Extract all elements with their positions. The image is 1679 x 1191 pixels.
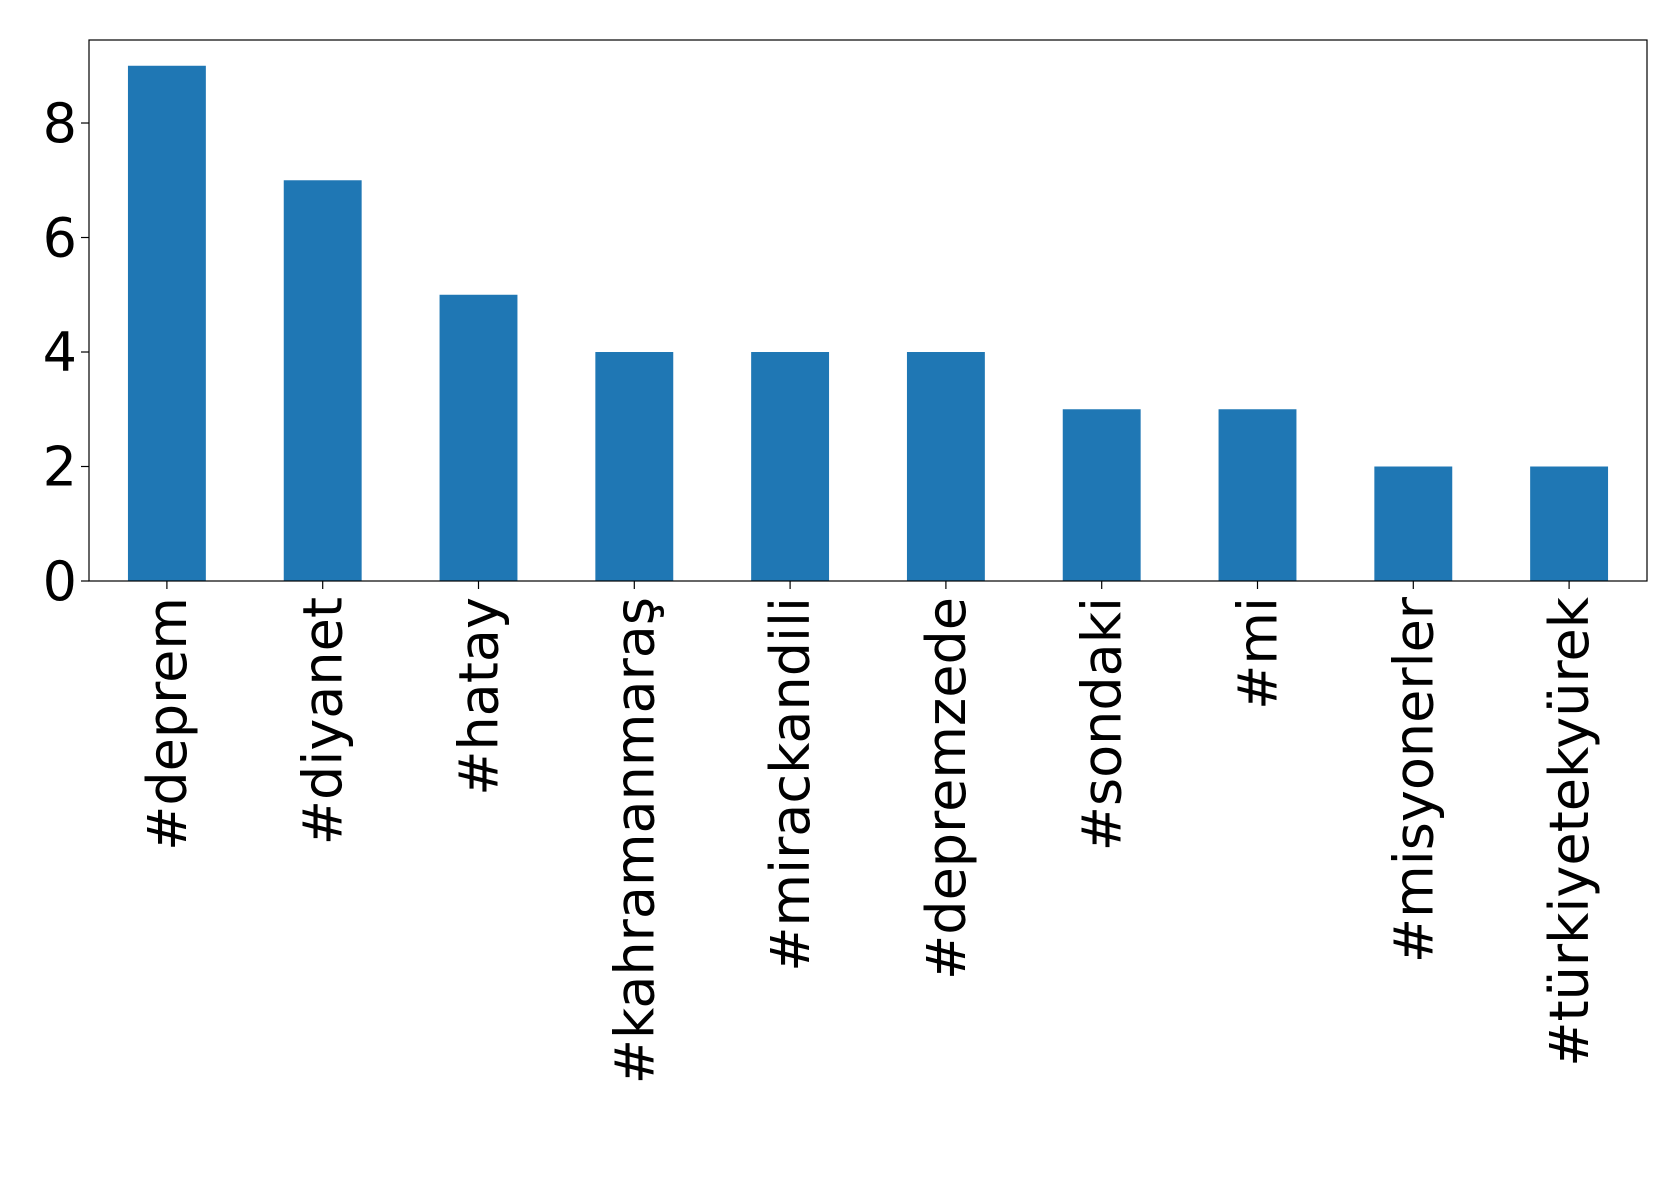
x-tick-label: #mirackandili	[759, 597, 822, 972]
bar	[595, 352, 674, 581]
bar	[751, 352, 830, 581]
y-tick-label: 6	[43, 207, 77, 270]
bar	[439, 294, 518, 581]
x-tick-label: #diyanet	[292, 597, 355, 845]
bar	[1374, 466, 1453, 581]
bar	[906, 352, 985, 581]
y-tick-label: 2	[43, 436, 77, 499]
x-tick-label: #sondaki	[1071, 597, 1134, 851]
x-tick-label: #depremzede	[915, 597, 978, 980]
bar	[1218, 409, 1297, 581]
y-tick-label: 8	[43, 92, 77, 155]
x-tick-label: #türkiyetekyürek	[1538, 596, 1601, 1066]
bar	[1062, 409, 1141, 581]
y-tick-label: 0	[43, 550, 77, 613]
x-tick-label: #deprem	[136, 597, 199, 851]
x-tick-label: #mi	[1227, 597, 1290, 710]
x-tick-label: #hatay	[448, 597, 511, 796]
bar	[283, 180, 362, 581]
y-tick-label: 4	[43, 321, 77, 384]
x-tick-label: #misyonerler	[1382, 596, 1445, 963]
x-tick-label: #kahramanmaraş	[603, 597, 666, 1084]
bar	[1530, 466, 1609, 581]
bar	[127, 65, 206, 581]
axes-frame	[88, 39, 1648, 582]
